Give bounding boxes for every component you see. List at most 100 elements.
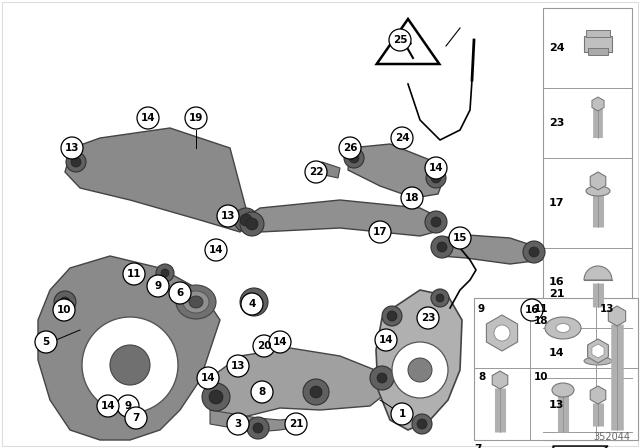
Text: 6: 6 [177, 288, 184, 298]
Circle shape [417, 419, 427, 429]
Circle shape [227, 413, 249, 435]
Polygon shape [38, 256, 220, 440]
Circle shape [408, 358, 432, 382]
Circle shape [53, 299, 75, 321]
Circle shape [269, 331, 291, 353]
Circle shape [339, 137, 361, 159]
Circle shape [161, 269, 169, 277]
Text: 9: 9 [154, 281, 161, 291]
Circle shape [205, 239, 227, 261]
Circle shape [125, 407, 147, 429]
Text: 13: 13 [221, 211, 236, 221]
Circle shape [61, 137, 83, 159]
Circle shape [185, 107, 207, 129]
Polygon shape [348, 144, 444, 198]
Circle shape [437, 242, 447, 252]
Circle shape [123, 263, 145, 285]
Circle shape [71, 157, 81, 167]
Circle shape [209, 390, 223, 404]
Circle shape [197, 367, 219, 389]
Circle shape [246, 218, 258, 230]
Circle shape [54, 291, 76, 313]
Ellipse shape [545, 317, 581, 339]
Text: 15: 15 [452, 233, 467, 243]
Circle shape [401, 187, 423, 209]
Circle shape [241, 293, 263, 315]
Ellipse shape [552, 383, 574, 397]
Circle shape [240, 288, 268, 316]
Text: 3: 3 [234, 419, 242, 429]
Bar [584, 36, 612, 52]
Circle shape [392, 342, 448, 398]
Text: 13: 13 [549, 400, 564, 410]
Text: 10: 10 [57, 305, 71, 315]
Text: 21: 21 [289, 419, 303, 429]
Bar [586, 30, 610, 37]
Polygon shape [376, 290, 462, 430]
Text: 9: 9 [124, 401, 132, 411]
Polygon shape [208, 348, 390, 418]
Circle shape [285, 413, 307, 435]
Polygon shape [440, 235, 542, 264]
Text: 5: 5 [42, 337, 50, 347]
Text: 11: 11 [127, 269, 141, 279]
Circle shape [349, 153, 359, 163]
Polygon shape [65, 128, 248, 232]
Circle shape [234, 208, 258, 232]
Circle shape [389, 29, 411, 51]
Text: 8: 8 [478, 372, 485, 382]
Circle shape [303, 379, 329, 405]
Circle shape [305, 161, 327, 183]
Text: 14: 14 [209, 245, 223, 255]
Text: 11
18: 11 18 [534, 304, 548, 326]
Text: 14: 14 [100, 401, 115, 411]
Text: 13: 13 [231, 361, 245, 371]
Circle shape [117, 395, 139, 417]
Circle shape [66, 152, 86, 172]
Text: 13: 13 [65, 143, 79, 153]
Circle shape [97, 395, 119, 417]
Circle shape [370, 366, 394, 390]
Circle shape [375, 329, 397, 351]
Polygon shape [210, 410, 302, 432]
Circle shape [425, 157, 447, 179]
Text: 23: 23 [549, 118, 564, 128]
Polygon shape [555, 447, 606, 448]
Circle shape [494, 325, 510, 341]
Circle shape [449, 227, 471, 249]
Circle shape [247, 295, 261, 309]
Text: 4: 4 [248, 299, 256, 309]
Text: 8: 8 [259, 387, 266, 397]
Circle shape [431, 236, 453, 258]
Circle shape [529, 247, 539, 257]
Text: 14: 14 [379, 335, 394, 345]
Text: 16
21: 16 21 [549, 277, 564, 299]
Polygon shape [377, 19, 439, 64]
Text: 16: 16 [525, 305, 540, 315]
Circle shape [240, 214, 252, 226]
Text: 14: 14 [141, 113, 156, 123]
Circle shape [431, 173, 441, 183]
Circle shape [391, 403, 413, 425]
Text: 10: 10 [534, 372, 548, 382]
Circle shape [417, 307, 439, 329]
Circle shape [523, 241, 545, 263]
Circle shape [426, 168, 446, 188]
Text: 14: 14 [429, 163, 444, 173]
Ellipse shape [586, 186, 610, 196]
Circle shape [310, 386, 322, 398]
Text: 18: 18 [404, 193, 419, 203]
Circle shape [253, 423, 263, 433]
Bar [474, 298, 638, 440]
Circle shape [377, 373, 387, 383]
Ellipse shape [556, 323, 570, 332]
Text: 352044: 352044 [593, 432, 630, 442]
Circle shape [521, 299, 543, 321]
Circle shape [137, 107, 159, 129]
Text: 7: 7 [132, 413, 140, 423]
Text: 22: 22 [308, 167, 323, 177]
Circle shape [227, 355, 249, 377]
Circle shape [240, 212, 264, 236]
Polygon shape [318, 162, 340, 178]
Text: 26: 26 [343, 143, 357, 153]
